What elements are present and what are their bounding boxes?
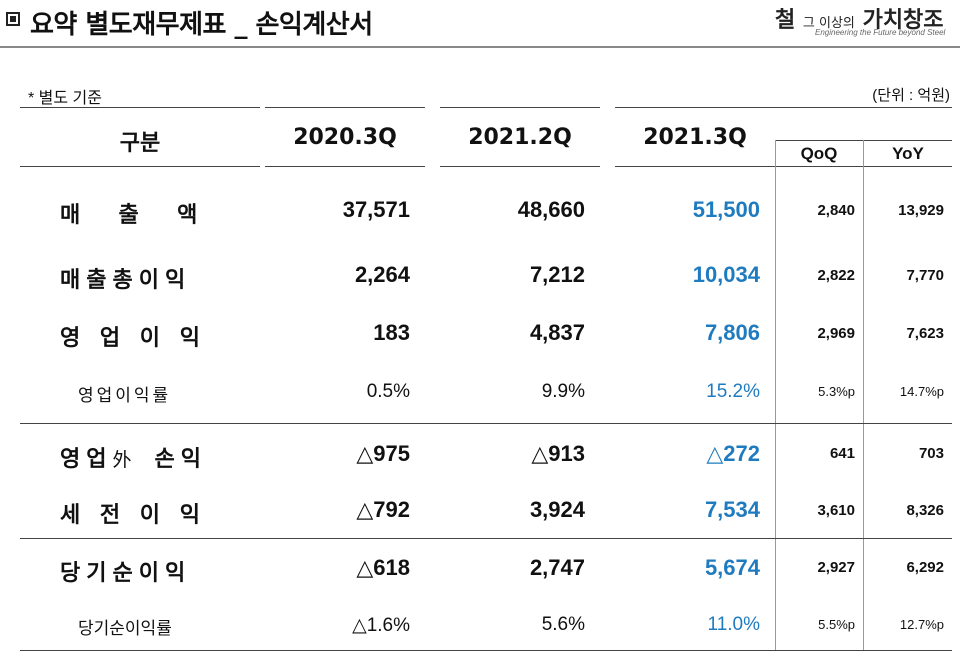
- col-header-2021-2q: 2021.2Q: [468, 125, 572, 150]
- header-bottom-rule: [20, 166, 260, 167]
- unit-note: (단위 : 억원): [872, 87, 950, 104]
- row-label-operating-margin: 영업이익률: [78, 386, 172, 406]
- header-top-rule: [20, 107, 260, 108]
- cell-2021-2q: 9.9%: [541, 381, 585, 402]
- header-top-rule: [265, 107, 425, 108]
- section-divider: [20, 538, 952, 539]
- col-header-yoy: YoY: [892, 144, 924, 163]
- col-header-2020-3q: 2020.3Q: [293, 125, 397, 150]
- cell-2021-2q: 3,924: [529, 497, 585, 522]
- cell-2020-3q: 37,571: [342, 197, 410, 222]
- row-label-part: 손익: [154, 447, 207, 472]
- col-header-2021-3q: 2021.3Q: [643, 125, 747, 150]
- header-bottom-rule: [615, 166, 775, 167]
- row-label-hanja: 外: [112, 449, 132, 471]
- cell-2021-2q: 4,837: [529, 320, 585, 345]
- row-label-operating-profit: 영 업 이 익: [60, 326, 206, 351]
- cell-2020-3q: △618: [356, 555, 410, 580]
- cell-2021-3q: 11.0%: [707, 614, 760, 635]
- row-label-net-margin: 당기순이익률: [78, 619, 172, 639]
- basis-note: * 별도 기준: [28, 90, 102, 107]
- title-bullet-icon: [6, 12, 20, 26]
- cell-yoy: 7,770: [906, 267, 944, 284]
- logo-tagline: Engineering the Future beyond Steel: [815, 28, 946, 37]
- cell-qoq: 5.3%p: [818, 384, 855, 399]
- header-top-rule: [440, 107, 600, 108]
- cell-2020-3q: 0.5%: [366, 381, 410, 402]
- cell-qoq: 2,927: [817, 559, 855, 576]
- cell-yoy: 12.7%p: [899, 617, 944, 632]
- cell-2021-3q: 10,034: [692, 262, 760, 287]
- qoq-left-border: [775, 140, 776, 650]
- cell-qoq: 3,610: [817, 502, 855, 519]
- cell-yoy: 13,929: [898, 202, 944, 219]
- cell-2021-2q: 48,660: [517, 197, 585, 222]
- row-label-gross-profit: 매출총이익: [60, 268, 192, 293]
- cell-yoy: 8,326: [906, 502, 944, 519]
- header-bottom-rule: [440, 166, 600, 167]
- row-label-non-operating: 영업外 손익: [60, 441, 207, 473]
- col-header-qoq: QoQ: [800, 144, 838, 163]
- row-label-part: 영업: [60, 447, 113, 472]
- col-header-label: 구분: [119, 131, 161, 156]
- logo-slogan: 철 그 이상의 가치창조: [775, 2, 944, 34]
- cell-2021-3q: 7,534: [704, 497, 760, 522]
- cell-2021-2q: 7,212: [529, 262, 585, 287]
- cell-2020-3q: 183: [373, 320, 410, 345]
- cell-qoq: 2,969: [817, 325, 855, 342]
- cell-2020-3q: △792: [356, 497, 410, 522]
- row-label-pretax-profit: 세 전 이 익: [60, 503, 206, 528]
- header-bottom-rule: [265, 166, 425, 167]
- cell-2021-3q: 51,500: [692, 197, 760, 222]
- logo-value-text: 가치창조: [862, 7, 944, 33]
- cell-yoy: 6,292: [906, 559, 944, 576]
- cell-qoq: 2,822: [817, 267, 855, 284]
- page-title: 요약 별도재무제표 _ 손익계산서: [30, 10, 373, 40]
- header-top-rule: [615, 107, 952, 108]
- cell-qoq: 5.5%p: [818, 617, 855, 632]
- cell-2020-3q: △1.6%: [352, 615, 410, 636]
- cell-2021-3q: △272: [706, 441, 760, 466]
- cell-yoy: 703: [918, 445, 944, 462]
- cell-2021-3q: 7,806: [704, 320, 760, 345]
- row-label-net-income: 당기순이익: [60, 561, 192, 586]
- cell-2021-3q: 15.2%: [706, 381, 760, 402]
- cell-yoy: 14.7%p: [899, 384, 944, 399]
- header-divider: [0, 46, 960, 48]
- row-label-revenue: 매 출 액: [60, 203, 198, 228]
- cell-qoq: 2,840: [817, 202, 855, 219]
- qoq-yoy-divider: [863, 140, 864, 650]
- logo-char-steel: 철: [775, 7, 796, 33]
- cell-2020-3q: 2,264: [354, 262, 410, 287]
- company-logo: 철 그 이상의 가치창조 Engineering the Future beyo…: [775, 2, 960, 44]
- cell-2021-2q: 5.6%: [541, 614, 585, 635]
- cell-yoy: 7,623: [906, 325, 944, 342]
- section-divider: [20, 423, 952, 424]
- cell-2020-3q: △975: [356, 441, 410, 466]
- cell-2021-3q: 5,674: [704, 555, 760, 580]
- cell-2021-2q: 2,747: [529, 555, 585, 580]
- table-bottom-rule: [20, 650, 952, 651]
- cell-2021-2q: △913: [531, 441, 585, 466]
- logo-small-text: 그 이상의: [802, 16, 855, 31]
- cell-qoq: 641: [829, 445, 855, 462]
- slide-header: 요약 별도재무제표 _ 손익계산서 철 그 이상의 가치창조 Engineeri…: [0, 0, 960, 48]
